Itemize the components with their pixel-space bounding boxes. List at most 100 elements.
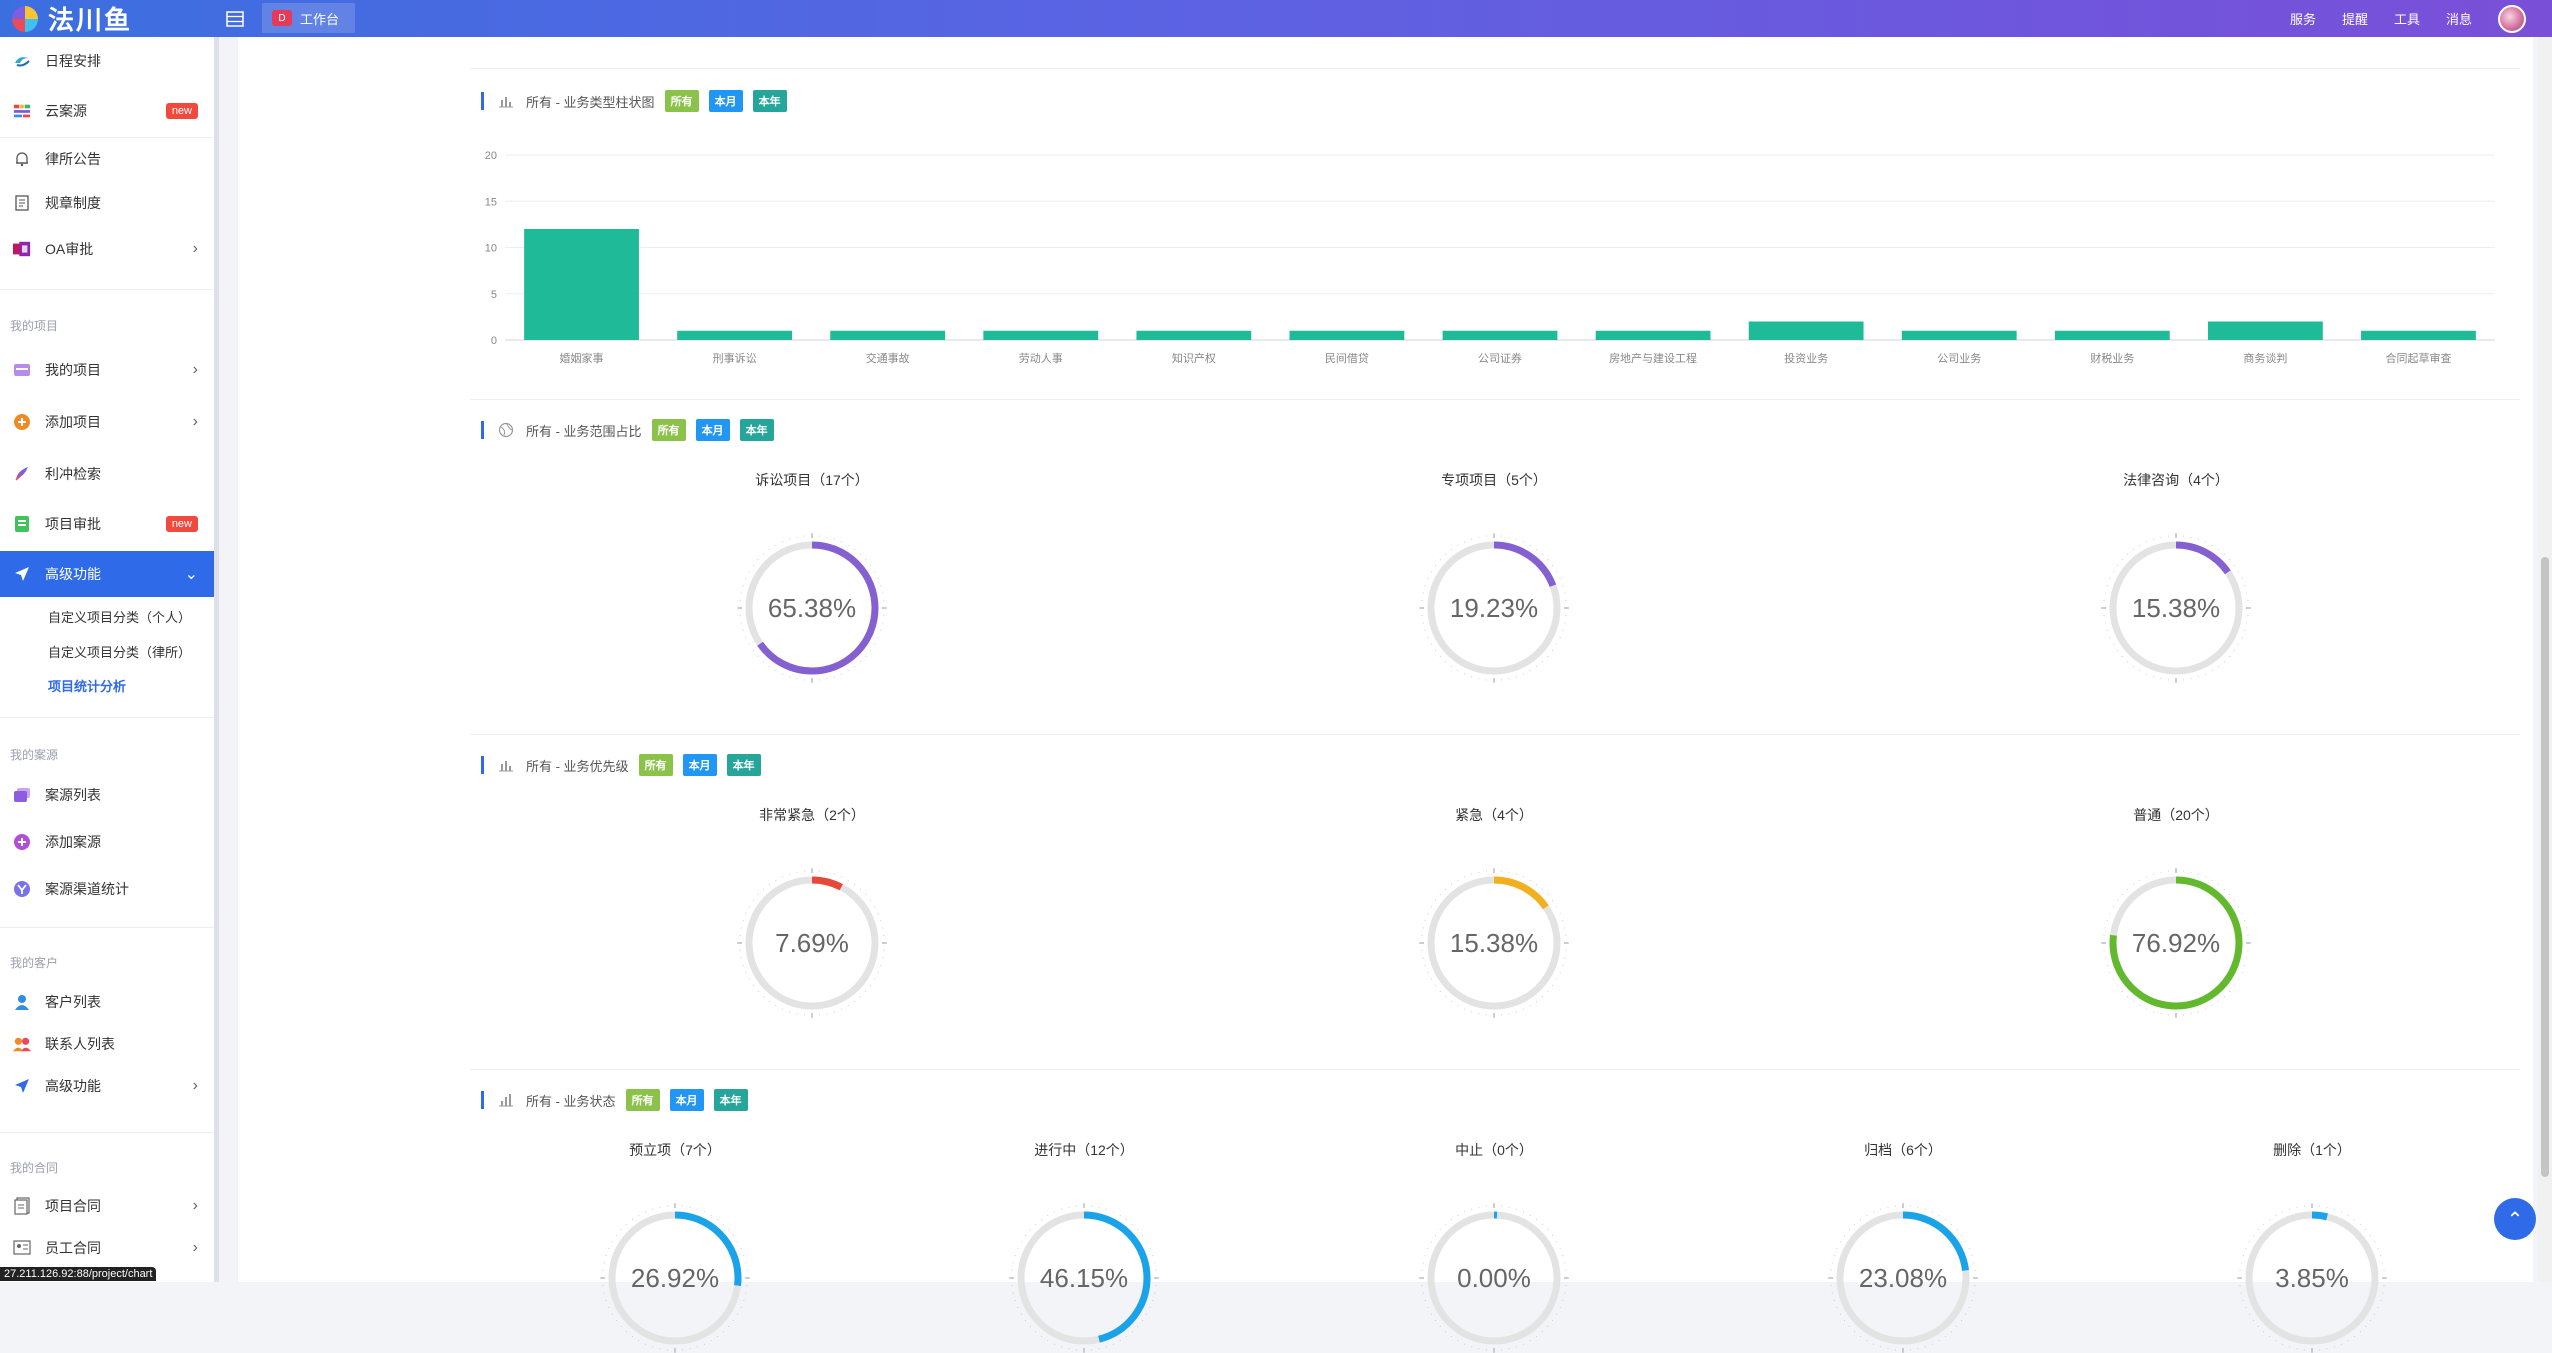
bar[interactable] (1902, 331, 2017, 340)
filter-month-tag[interactable]: 本月 (670, 1089, 704, 1111)
gauge-tick (1548, 894, 1549, 895)
page-scrollbar[interactable] (2538, 37, 2552, 1282)
bar[interactable] (1136, 331, 1251, 340)
sidebar-item-label: 高级功能 (45, 1076, 101, 1096)
sidebar-item-oa[interactable]: OA审批 › (0, 229, 214, 269)
bar[interactable] (524, 229, 639, 340)
gauge-tick (621, 1326, 622, 1327)
bar[interactable] (1290, 331, 1405, 340)
bar[interactable] (830, 331, 945, 340)
gauge-tick (1440, 894, 1441, 895)
gauge-value: 15.38% (2132, 593, 2220, 623)
filter-all-tag[interactable]: 所有 (626, 1089, 660, 1111)
filter-year-tag[interactable]: 本年 (727, 754, 761, 776)
bar-chart-icon (498, 1092, 516, 1108)
gauge-tick (1548, 1229, 1549, 1230)
sidebar-item-case-list[interactable]: 案源列表 (0, 775, 214, 815)
gauge-tick (860, 997, 861, 998)
sidebar-item-add-case[interactable]: 添加案源 (0, 822, 214, 862)
sidebar-item-advanced[interactable]: 高级功能 ⌄ (0, 551, 214, 597)
y-tick-label: 0 (491, 335, 497, 347)
bar[interactable] (2361, 331, 2476, 340)
nav-reminder[interactable]: 提醒 (2342, 9, 2368, 28)
scroll-to-top-button[interactable]: ⌃ (2494, 1198, 2536, 1240)
sidebar-item-project-approval[interactable]: 项目审批 new (0, 504, 214, 544)
nav-tools[interactable]: 工具 (2394, 9, 2420, 28)
scroll-thumb[interactable] (2541, 557, 2549, 1177)
sidebar-item-label: 案源列表 (45, 785, 101, 805)
gauge-title: 归档（6个） (1773, 1140, 2033, 1160)
send-icon (13, 565, 31, 583)
tab-workbench[interactable]: D 工作台 (262, 3, 355, 33)
avatar[interactable] (2498, 5, 2526, 33)
x-tick-label: 合同起草审查 (2385, 351, 2451, 365)
bar[interactable] (1596, 331, 1711, 340)
nav-service[interactable]: 服务 (2290, 9, 2316, 28)
bar[interactable] (1443, 331, 1558, 340)
logo[interactable]: 法川鱼 (0, 0, 215, 37)
send-icon (13, 1077, 31, 1095)
sidebar-item-label: 高级功能 (45, 564, 101, 584)
sidebar-item-label: 日程安排 (45, 51, 101, 71)
nav-messages[interactable]: 消息 (2446, 9, 2472, 28)
sidebar-item-rules[interactable]: 规章制度 (0, 183, 214, 223)
bar-chart-icon (498, 757, 516, 773)
gauge-value: 65.38% (768, 593, 856, 623)
filter-all-tag[interactable]: 所有 (665, 90, 699, 112)
filter-year-tag[interactable]: 本年 (714, 1089, 748, 1111)
sidebar-subitem-custom-firm[interactable]: 自定义项目分类（律所） (48, 642, 191, 661)
filter-all-tag[interactable]: 所有 (639, 754, 673, 776)
gauge-tick (1542, 1332, 1543, 1333)
filter-all-tag[interactable]: 所有 (652, 419, 686, 441)
sidebar-item-announcements[interactable]: 律所公告 (0, 139, 214, 179)
globe-icon (498, 422, 516, 438)
gauge-tick (2127, 997, 2128, 998)
sidebar-item-label: 云案源 (45, 101, 87, 121)
sidebar-item-schedule[interactable]: 日程安排 (0, 41, 214, 81)
gauge-value: 15.38% (1450, 928, 1538, 958)
sidebar-item-conflict-search[interactable]: 利冲检索 (0, 454, 214, 494)
filter-month-tag[interactable]: 本月 (709, 90, 743, 112)
sidebar-item-contacts[interactable]: 联系人列表 (0, 1024, 214, 1064)
sidebar-item-client-list[interactable]: 客户列表 (0, 982, 214, 1022)
sidebar-item-staff-contracts[interactable]: 员工合同 › (0, 1228, 214, 1268)
gauge-chart: 65.38% (737, 533, 887, 683)
bar[interactable] (983, 331, 1098, 340)
gauge-tick (2263, 1224, 2264, 1225)
x-tick-label: 投资业务 (1784, 351, 1828, 365)
sidebar-item-add-project[interactable]: 添加项目 › (0, 402, 214, 442)
gauge-tick (866, 894, 867, 895)
gauge-tick (1548, 1326, 1549, 1327)
sidebar-item-cloud-cases[interactable]: 云案源 new (0, 91, 214, 131)
sidebar-item-client-advanced[interactable]: 高级功能 › (0, 1066, 214, 1106)
menu-toggle-icon[interactable] (222, 6, 248, 32)
filter-month-tag[interactable]: 本月 (683, 754, 717, 776)
sidebar-subitem-statistics[interactable]: 项目统计分析 (48, 676, 126, 695)
gauge-chart: 7.69% (737, 868, 887, 1018)
business-type-bar-chart: 05101520婚姻家事刑事诉讼交通事故劳动人事知识产权民间借贷公司证券房地产与… (470, 140, 2520, 375)
gauge-tick (1132, 1224, 1133, 1225)
gauge-tick (1854, 1332, 1855, 1333)
filter-year-tag[interactable]: 本年 (740, 419, 774, 441)
sidebar-item-project-contracts[interactable]: 项目合同 › (0, 1186, 214, 1226)
sidebar-subitem-custom-personal[interactable]: 自定义项目分类（个人） (48, 607, 191, 626)
gauge-chart: 3.85% (2237, 1203, 2387, 1353)
bar-chart-icon (498, 93, 516, 109)
gauge-tick (758, 894, 759, 895)
sidebar-item-case-channels[interactable]: 案源渠道统计 (0, 869, 214, 909)
bar[interactable] (1749, 322, 1864, 341)
sidebar: 日程安排 云案源 new 律所公告 规章制度 OA审批 › 我的项目 我的项目 … (0, 37, 215, 1282)
section-divider (470, 734, 2520, 735)
sidebar-item-label: 添加项目 (45, 412, 101, 432)
bar[interactable] (2208, 322, 2323, 341)
gauge-tick (1854, 1224, 1855, 1225)
sidebar-scrollbar[interactable] (214, 37, 219, 1282)
gauge-tick (2230, 991, 2231, 992)
filter-month-tag[interactable]: 本月 (696, 419, 730, 441)
bar[interactable] (677, 331, 792, 340)
gauge-tick (2224, 997, 2225, 998)
gauge-title: 法律咨询（4个） (2046, 470, 2306, 490)
sidebar-item-my-projects[interactable]: 我的项目 › (0, 350, 214, 390)
bar[interactable] (2055, 331, 2170, 340)
filter-year-tag[interactable]: 本年 (753, 90, 787, 112)
